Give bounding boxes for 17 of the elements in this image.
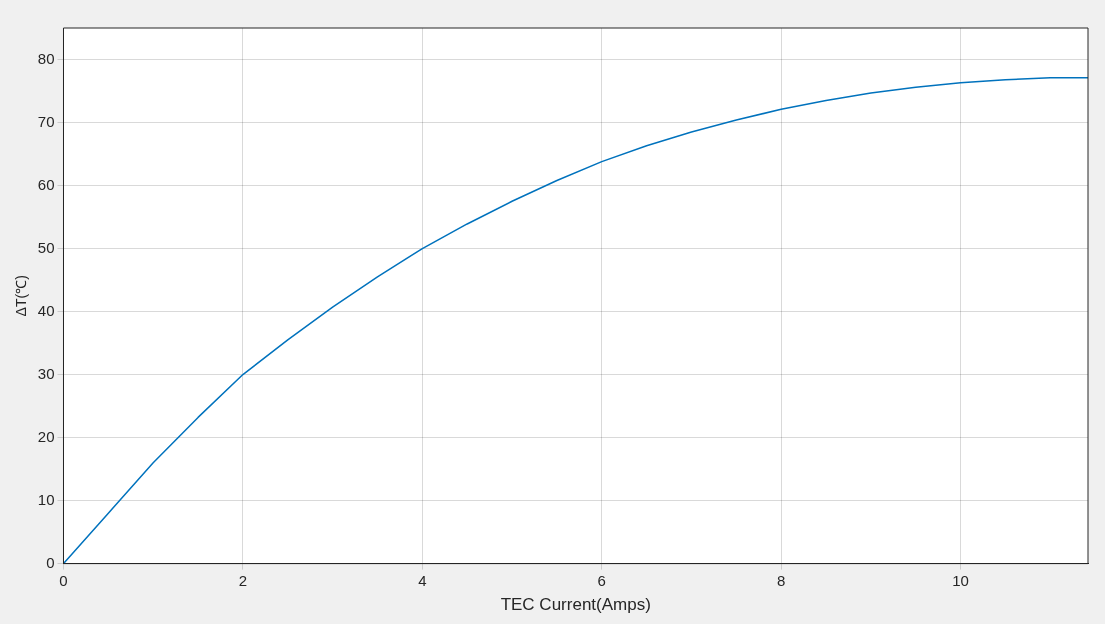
x-tick-label: 4 xyxy=(418,571,427,589)
x-tick-label: 10 xyxy=(952,571,969,589)
y-axis-title: ΔT(℃) xyxy=(13,275,30,317)
x-axis-title: TEC Current(Amps) xyxy=(500,595,651,615)
y-tick-label: 0 xyxy=(46,553,55,571)
y-tick-label: 70 xyxy=(37,112,55,130)
x-tick-label: 6 xyxy=(597,571,606,589)
x-tick-label: 2 xyxy=(238,571,248,589)
y-tick-label: 60 xyxy=(37,175,55,193)
x-tick-label: 0 xyxy=(59,571,68,589)
y-tick-label: 20 xyxy=(37,427,55,445)
y-tick-label: 80 xyxy=(37,49,55,67)
y-tick-label: 40 xyxy=(37,301,55,319)
x-tick-label: 8 xyxy=(777,571,786,589)
y-tick-label: 50 xyxy=(37,238,55,256)
y-tick-label: 10 xyxy=(37,490,55,508)
y-tick-label: 30 xyxy=(37,364,55,382)
